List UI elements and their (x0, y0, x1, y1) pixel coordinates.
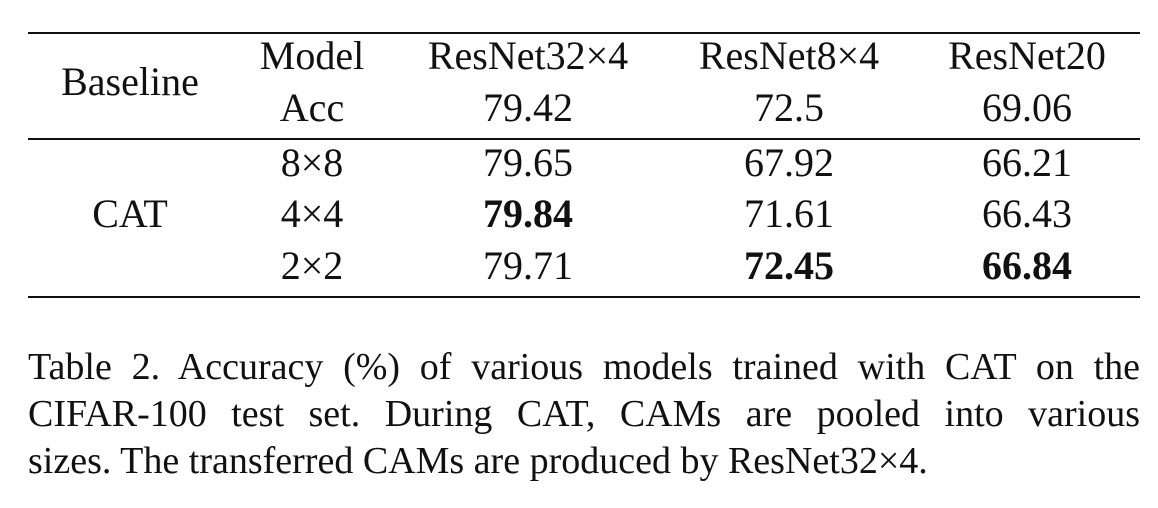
cat-value-cell: 79.65 (483, 140, 573, 185)
cat-value-cell: 72.45 (744, 243, 834, 288)
baseline-acc-resnet32x4: 79.42 (483, 85, 573, 130)
cat-size-label: 8×8 (280, 140, 344, 185)
cat-value-cell: 79.84 (483, 191, 573, 236)
caption-line-2: CIFAR-100 test set. During CAT, CAMs are… (28, 393, 1140, 435)
model-row-label: Model (259, 33, 365, 78)
baseline-group-label: Baseline (61, 59, 199, 104)
middle-rule (28, 138, 1140, 140)
cat-value-cell: 66.84 (982, 243, 1072, 288)
cat-value-cell: 71.61 (744, 191, 834, 236)
column-header-resnet20: ResNet20 (948, 33, 1106, 78)
cat-value-cell: 67.92 (744, 140, 834, 185)
cat-group-label: CAT (92, 191, 168, 236)
baseline-acc-resnet8x4: 72.5 (754, 85, 824, 130)
cat-size-label: 2×2 (280, 243, 344, 288)
cat-value-cell: 66.43 (982, 191, 1072, 236)
cat-value-cell: 79.71 (483, 243, 573, 288)
bottom-rule (28, 296, 1140, 298)
cat-size-label: 4×4 (280, 191, 344, 236)
acc-row-label: Acc (279, 85, 345, 130)
column-header-resnet8x4: ResNet8×4 (698, 33, 880, 78)
baseline-acc-resnet20: 69.06 (982, 85, 1072, 130)
column-header-resnet32x4: ResNet32×4 (427, 33, 629, 78)
cat-value-cell: 66.21 (982, 140, 1072, 185)
caption-line-3: sizes. The transferred CAMs are produced… (28, 440, 928, 482)
top-rule (28, 32, 1140, 34)
table-caption: Table 2. Accuracy (%) of various models … (28, 344, 1140, 485)
caption-line-1: Table 2. Accuracy (%) of various models … (28, 346, 1140, 388)
